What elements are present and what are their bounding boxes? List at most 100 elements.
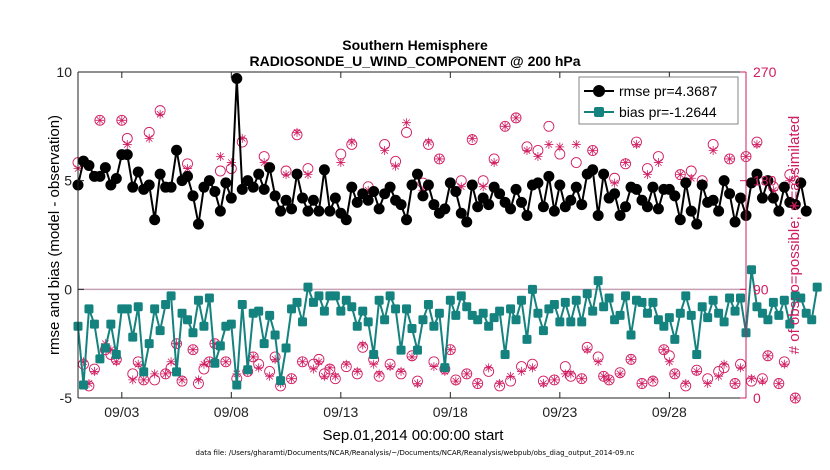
bias-point [577,317,587,327]
bias-point [500,350,510,360]
assimilated-obs-marker [358,340,368,350]
possible-obs-marker [576,373,588,385]
x-tick-label: 09/08 [214,404,249,420]
assimilated-obs-marker [237,133,247,143]
assimilated-obs-marker [527,363,537,373]
assimilated-obs-marker [642,170,652,180]
bias-point [412,345,422,355]
assimilated-obs-marker [155,109,165,119]
assimilated-obs-marker [664,357,674,367]
bias-point [303,282,313,292]
assimilated-obs-marker [774,379,784,389]
rmse-point [296,192,308,204]
assimilated-obs-marker [183,164,193,174]
bias-point [604,293,614,303]
assimilated-obs-marker [434,154,444,164]
rmse-point [543,170,555,182]
assimilated-obs-marker [560,369,570,379]
rmse-point [565,194,577,206]
assimilated-obs-marker [139,375,149,385]
bias-point [681,291,691,301]
assimilated-obs-marker [308,364,318,374]
assimilated-obs-marker [593,357,603,367]
assimilated-obs-marker [708,145,718,155]
assimilated-obs-marker [582,345,592,355]
rmse-point [751,168,763,180]
possible-obs-marker [603,374,615,386]
possible-obs-marker [789,392,801,404]
assimilated-obs-marker [265,371,275,381]
bias-point [183,315,193,325]
assimilated-obs-marker [166,357,176,367]
possible-obs-marker [401,126,412,138]
possible-obs-marker [160,368,172,380]
bias-point [768,297,778,307]
assimilated-obs-marker [653,158,663,168]
bias-point [527,284,537,294]
possible-obs-marker [297,356,308,368]
bias-point [254,306,264,316]
rmse-point [154,168,166,180]
bias-point [697,302,707,312]
assimilated-obs-marker [588,145,598,155]
bias-point [495,306,505,316]
assimilated-obs-marker [281,170,291,180]
assimilated-obs-marker [429,362,439,372]
rmse-point [127,181,139,193]
y2-tick-label: 90 [753,281,769,297]
rmse-point [253,168,265,180]
rmse-point [548,205,560,217]
rmse-point [614,209,626,221]
bias-point [511,315,521,325]
assimilated-obs-marker [621,158,631,168]
assimilated-obs-marker [725,154,735,164]
assimilated-obs-marker [336,158,346,168]
assimilated-obs-marker [686,173,696,183]
possible-obs-marker [598,370,610,382]
assimilated-obs-marker [500,121,510,131]
rmse-point [187,190,199,202]
bias-point [226,319,236,329]
possible-obs-marker [171,338,183,350]
assimilated-obs-marker [352,366,362,376]
bias-point [626,330,636,340]
rmse-point [450,186,462,198]
assimilated-obs-marker [615,369,625,379]
rmse-point [182,170,194,182]
data-file-caption: data file: /Users/gharamti/Documents/NCA… [195,449,635,457]
bias-point [270,330,280,340]
possible-obs-marker [587,145,599,156]
assimilated-obs-marker [215,152,225,162]
rmse-point [494,188,506,200]
bias-point [719,317,729,327]
assimilated-obs-marker [577,374,587,384]
rmse-point [691,218,703,230]
bias-point [150,304,160,314]
assimilated-obs-marker [95,115,105,125]
chart-subtitle: RADIOSONDE_U_WIND_COMPONENT @ 200 hPa [249,53,580,69]
assimilated-obs-marker [314,357,324,367]
y2-tick-label: 0 [753,390,761,406]
bias-point [746,265,756,275]
rmse-point [351,196,363,208]
bias-point [210,358,220,368]
bias-point [172,367,182,377]
rmse-point [592,209,604,221]
bias-point [84,304,94,314]
x-tick-label: 09/23 [542,404,577,420]
possible-obs-marker [286,373,297,385]
rmse-point [762,175,774,187]
rmse-point [417,190,429,202]
rmse-point [444,177,456,189]
assimilated-obs-marker [467,133,477,143]
possible-obs-marker [510,112,522,124]
rmse-point [264,162,276,174]
rmse-point [247,181,259,193]
assimilated-obs-marker [248,352,258,362]
rmse-point [192,218,204,230]
possible-obs-marker [499,120,511,132]
possible-obs-marker [220,356,232,368]
assimilated-obs-marker [297,357,307,367]
assimilated-obs-marker [451,376,461,386]
y-axis-label: rmse and bias (model - observation) [46,115,63,355]
